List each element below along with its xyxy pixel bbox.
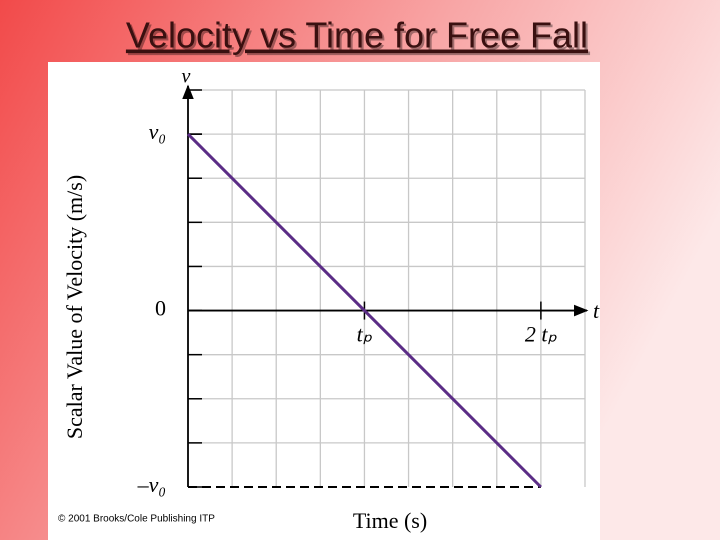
x-axis-symbol: t [593,298,600,323]
x-tick-label: 2 tₚ [525,322,558,347]
y-axis-label: Scalar Value of Velocity (m/s) [62,175,87,439]
plot: v₀ 0 –v₀ tₚ 2 tₚ [137,84,589,497]
x-tick-label: tₚ [357,322,373,347]
slide-title: Velocity vs Time for Free Fall [126,15,588,56]
y-tick-label: 0 [155,296,166,321]
data-line [186,133,542,489]
y-tick-label: –v₀ [137,472,166,497]
credit: © 2001 Brooks/Cole Publishing ITP [58,514,215,525]
chart-panel [48,62,600,540]
y-axis-symbol: v [182,66,191,88]
y-tick-label: v₀ [149,119,166,144]
x-axis-label: Time (s) [353,508,427,533]
